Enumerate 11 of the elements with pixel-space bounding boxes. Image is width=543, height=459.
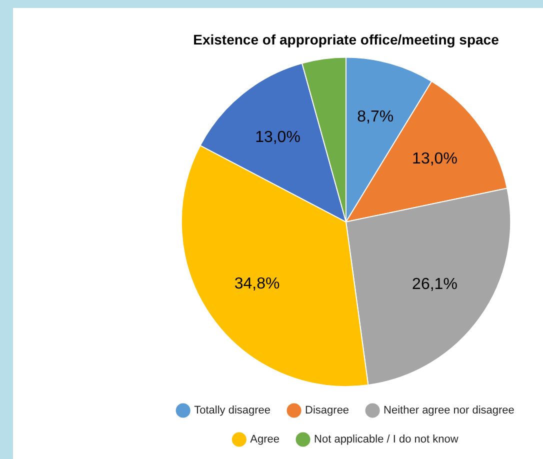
data-label: 13,0% <box>412 150 458 168</box>
data-label: 26,1% <box>412 276 458 293</box>
data-label: 34,8% <box>234 276 280 293</box>
legend-label: Agree <box>250 434 280 446</box>
legend-label: Neither agree nor disagree <box>384 404 514 417</box>
chart-title: Existence of appropriate office/meeting space <box>193 31 500 48</box>
data-label: 8,7% <box>357 108 394 126</box>
legend-label: Totally disagree <box>194 404 271 417</box>
legend-label: Disagree <box>305 404 350 417</box>
legend-label: Not applicable / I do not know <box>314 434 458 446</box>
data-label: 13,0% <box>255 128 300 146</box>
